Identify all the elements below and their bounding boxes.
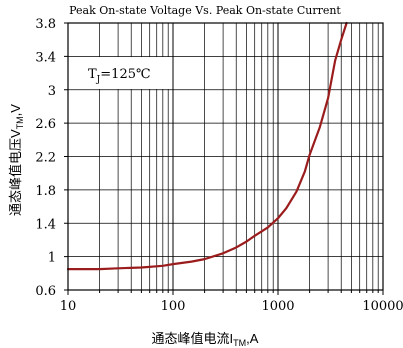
y-tick-label: 3.8 <box>35 17 56 32</box>
x-tick-label: 10000 <box>362 299 403 314</box>
tick-labels: 10 100 1000 10000 0.6 1 1.4 1.8 2.2 2.6 3 3.4 3.8 <box>35 17 403 314</box>
y-tick-label: 1.4 <box>35 217 56 232</box>
annotation-subscript: J <box>96 75 101 85</box>
plot-area <box>66 21 348 271</box>
y-tick-label: 1 <box>48 251 56 266</box>
y-tick-label: 2.2 <box>35 151 56 166</box>
series-line <box>66 21 348 271</box>
annotation-box <box>74 57 170 89</box>
annotation-prefix: T <box>88 67 97 82</box>
y-axis-label: 通态峰值电压VTM,V <box>8 104 25 216</box>
x-tick-label: 1000 <box>261 299 294 314</box>
y-axis-label-unit: ,V <box>8 104 23 117</box>
y-tick-label: 3 <box>48 84 56 99</box>
x-axis-label-unit: ,A <box>246 331 259 346</box>
y-axis-label-subscript: TM <box>15 116 25 129</box>
temperature-annotation: TJ=125℃ <box>74 57 170 89</box>
y-tick-label: 3.4 <box>35 50 56 65</box>
axis-ticks <box>64 22 384 295</box>
y-axis-label-main: 通态峰值电压V <box>8 129 23 216</box>
y-tick-label: 1.8 <box>35 184 56 199</box>
x-tick-label: 100 <box>161 299 186 314</box>
y-tick-label: 0.6 <box>35 284 56 299</box>
annotation-text: TJ=125℃ <box>88 67 151 85</box>
annotation-suffix: =125℃ <box>100 67 150 82</box>
chart-title: Peak On-state Voltage Vs. Peak On-state … <box>69 4 341 17</box>
x-axis-label-subscript: TM <box>233 338 246 348</box>
x-tick-label: 10 <box>60 299 77 314</box>
x-axis-label: 通态峰值电流ITM,A <box>152 331 259 348</box>
x-axis-label-main: 通态峰值电流I <box>152 331 234 346</box>
y-tick-label: 2.6 <box>35 117 56 132</box>
